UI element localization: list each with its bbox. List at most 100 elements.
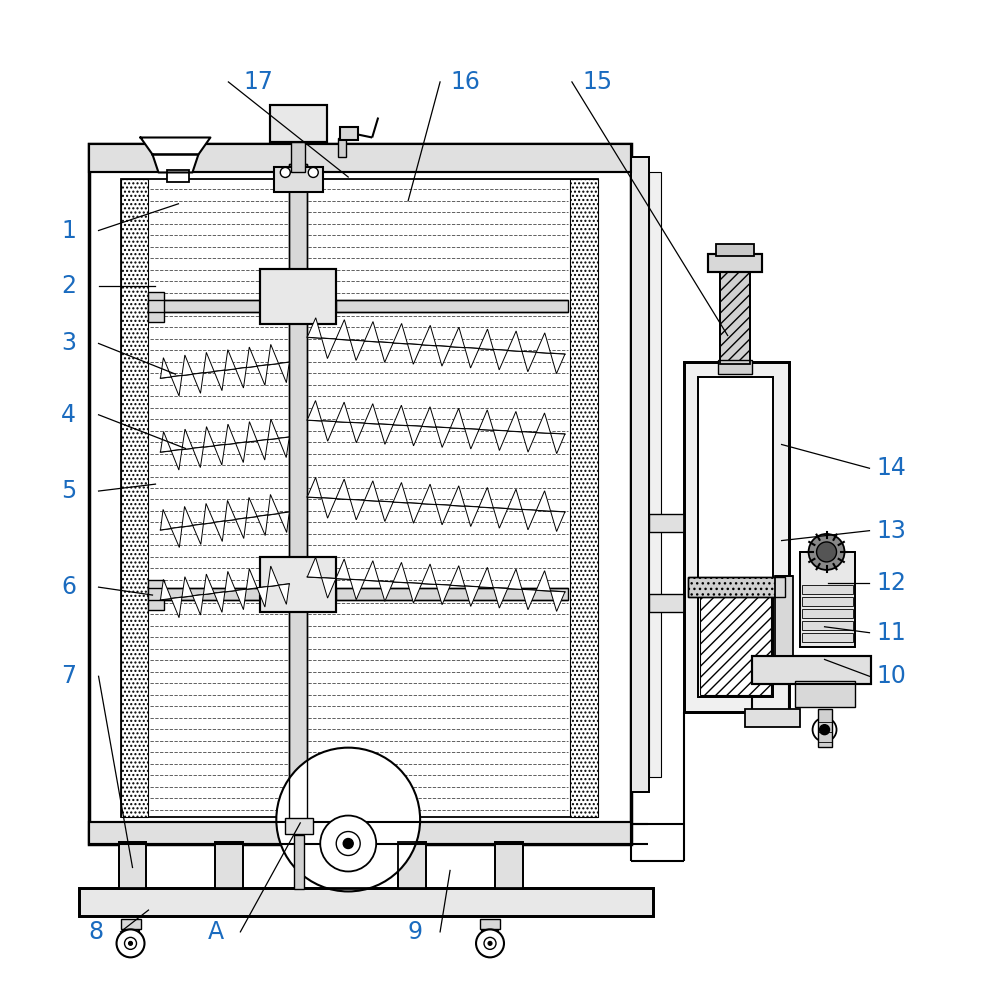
Polygon shape xyxy=(257,515,268,536)
Polygon shape xyxy=(522,351,536,372)
Text: 1: 1 xyxy=(61,218,76,242)
Text: 3: 3 xyxy=(61,331,76,355)
Polygon shape xyxy=(393,562,407,582)
Bar xyxy=(716,244,754,256)
Polygon shape xyxy=(182,576,193,597)
Bar xyxy=(775,576,793,656)
Circle shape xyxy=(820,725,830,735)
Polygon shape xyxy=(279,362,289,383)
Bar xyxy=(718,360,752,374)
Bar xyxy=(274,168,323,192)
Bar xyxy=(649,594,684,612)
Bar xyxy=(752,656,871,683)
Bar xyxy=(121,920,141,930)
Bar xyxy=(684,362,789,711)
Bar xyxy=(649,173,661,777)
Polygon shape xyxy=(322,338,336,358)
Polygon shape xyxy=(479,329,493,349)
Polygon shape xyxy=(268,419,279,439)
Polygon shape xyxy=(182,355,193,376)
Polygon shape xyxy=(336,319,350,340)
Polygon shape xyxy=(236,367,246,388)
Polygon shape xyxy=(203,427,214,447)
Polygon shape xyxy=(365,481,379,501)
Bar xyxy=(270,104,327,143)
Polygon shape xyxy=(393,405,407,426)
Polygon shape xyxy=(350,340,365,360)
Polygon shape xyxy=(268,494,279,515)
Polygon shape xyxy=(479,567,493,587)
Bar xyxy=(294,834,304,890)
Polygon shape xyxy=(322,421,336,441)
Bar xyxy=(688,577,785,597)
Bar xyxy=(708,254,762,273)
Polygon shape xyxy=(236,589,246,610)
Polygon shape xyxy=(160,358,171,378)
Polygon shape xyxy=(350,423,365,442)
Polygon shape xyxy=(493,508,508,528)
Bar xyxy=(338,138,346,158)
Polygon shape xyxy=(350,579,365,600)
Polygon shape xyxy=(268,344,279,365)
Polygon shape xyxy=(450,486,465,506)
Bar xyxy=(631,158,649,792)
Polygon shape xyxy=(203,503,214,524)
Text: 4: 4 xyxy=(61,403,76,427)
Polygon shape xyxy=(193,524,203,545)
Bar xyxy=(285,817,313,833)
Bar xyxy=(570,180,598,816)
Polygon shape xyxy=(493,587,508,608)
Polygon shape xyxy=(246,568,257,589)
Text: 13: 13 xyxy=(877,519,906,543)
Polygon shape xyxy=(322,577,336,598)
Text: 15: 15 xyxy=(583,69,613,94)
Polygon shape xyxy=(508,412,522,432)
Polygon shape xyxy=(465,347,479,368)
Polygon shape xyxy=(450,565,465,586)
Polygon shape xyxy=(171,597,182,618)
Bar xyxy=(398,841,426,890)
Bar xyxy=(291,143,305,173)
Polygon shape xyxy=(450,327,465,347)
Bar xyxy=(720,269,750,364)
Polygon shape xyxy=(171,449,182,470)
Bar xyxy=(119,841,146,890)
Polygon shape xyxy=(279,584,289,604)
Bar xyxy=(148,580,164,610)
Polygon shape xyxy=(407,344,422,364)
Polygon shape xyxy=(257,439,268,460)
Polygon shape xyxy=(407,503,422,523)
Bar xyxy=(795,681,855,706)
Bar xyxy=(215,841,243,890)
Circle shape xyxy=(129,941,133,945)
Polygon shape xyxy=(379,501,393,522)
Polygon shape xyxy=(422,407,436,428)
Bar xyxy=(260,269,336,324)
Bar xyxy=(270,104,327,143)
Polygon shape xyxy=(246,422,257,442)
Bar xyxy=(631,158,649,792)
Polygon shape xyxy=(225,500,236,521)
Circle shape xyxy=(276,748,420,892)
Polygon shape xyxy=(465,429,479,449)
Polygon shape xyxy=(268,566,279,586)
Text: 8: 8 xyxy=(88,920,103,943)
Bar xyxy=(89,145,631,843)
Polygon shape xyxy=(236,518,246,539)
Circle shape xyxy=(308,168,318,178)
Bar xyxy=(260,269,336,324)
Polygon shape xyxy=(193,447,203,467)
Polygon shape xyxy=(436,345,450,366)
Circle shape xyxy=(809,534,845,569)
Bar xyxy=(121,180,598,816)
Polygon shape xyxy=(152,155,198,173)
Bar xyxy=(818,708,832,747)
Polygon shape xyxy=(336,402,350,423)
Polygon shape xyxy=(160,432,171,452)
Polygon shape xyxy=(393,323,407,344)
Polygon shape xyxy=(536,491,551,511)
Text: 11: 11 xyxy=(877,621,906,645)
Polygon shape xyxy=(551,511,565,532)
Bar xyxy=(800,552,855,647)
Polygon shape xyxy=(257,365,268,385)
